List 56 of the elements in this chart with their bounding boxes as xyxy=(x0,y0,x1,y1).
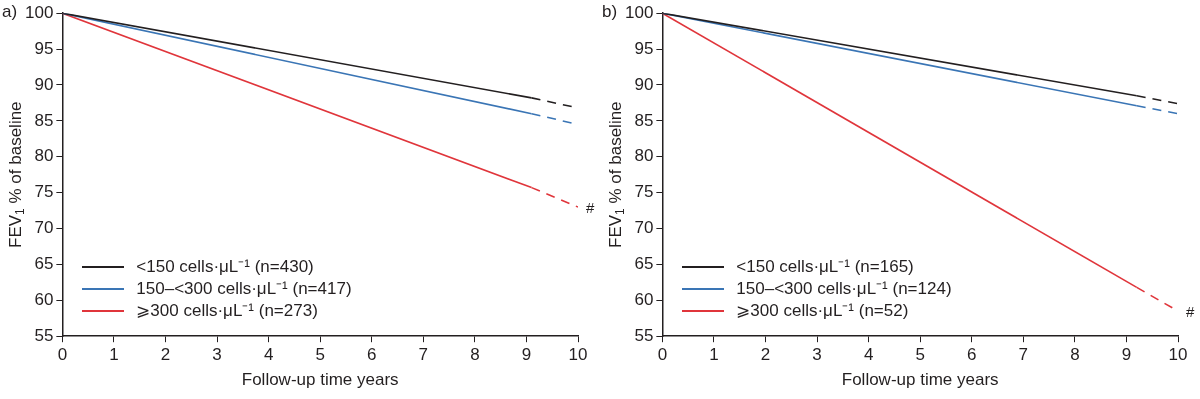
x-tick-label: 6 xyxy=(367,345,377,365)
x-tick-label: 8 xyxy=(470,345,480,365)
y-tick-label: 65 xyxy=(634,254,654,274)
chart-title: b) xyxy=(602,2,618,22)
y-tick-label: 55 xyxy=(634,325,654,345)
y-tick-label: 60 xyxy=(634,290,654,309)
x-tick-label: 7 xyxy=(1018,345,1029,365)
y-axis-title: FEV1 % of baseline xyxy=(605,101,628,248)
x-tick-label: 0 xyxy=(657,345,668,365)
y-axis-title: FEV1 % of baseline xyxy=(5,101,28,248)
y-tick-label: 70 xyxy=(634,218,654,238)
legend-label: <150 cells·μL⁻¹ (n=165) xyxy=(736,256,914,279)
legend-label: ⩾300 cells·μL⁻¹ (n=52) xyxy=(736,300,909,323)
y-tick-label: 90 xyxy=(634,74,654,94)
x-tick-label: 9 xyxy=(1121,345,1132,365)
y-tick-label: 75 xyxy=(634,182,654,202)
x-tick-label: 6 xyxy=(967,345,977,365)
x-tick-label: 3 xyxy=(812,345,822,365)
x-axis-title: Follow-up time years xyxy=(841,370,999,390)
x-tick-label: 9 xyxy=(521,345,532,365)
x-tick-label: 2 xyxy=(760,345,771,365)
legend-label: 150–<300 cells·μL⁻¹ (n=124) xyxy=(736,278,952,301)
chart-title: a) xyxy=(2,2,18,22)
y-tick-label: 80 xyxy=(34,146,54,166)
x-tick-label: 4 xyxy=(863,345,874,365)
y-tick-label: 95 xyxy=(634,38,654,58)
legend-label: 150–<300 cells·μL⁻¹ (n=417) xyxy=(136,278,352,301)
y-tick-label: 60 xyxy=(34,290,54,309)
x-tick-label: 4 xyxy=(263,345,274,365)
annotation: # xyxy=(586,199,595,217)
y-tick-label: 75 xyxy=(34,182,54,202)
x-tick-label: 5 xyxy=(315,345,325,365)
x-tick-label: 1 xyxy=(709,345,719,365)
y-tick-label: 65 xyxy=(34,254,54,274)
x-tick-label: 7 xyxy=(418,345,429,365)
y-tick-label: 90 xyxy=(34,74,54,94)
x-axis-title: Follow-up time years xyxy=(241,370,399,390)
x-tick-label: 10 xyxy=(1168,345,1188,365)
x-tick-label: 0 xyxy=(57,345,68,365)
y-tick-label: 70 xyxy=(34,218,54,238)
y-tick-label: 80 xyxy=(634,146,654,166)
y-tick-label: 95 xyxy=(34,38,54,58)
x-tick-label: 5 xyxy=(915,345,925,365)
y-tick-label: 85 xyxy=(634,110,654,130)
x-tick-label: 8 xyxy=(1070,345,1080,365)
annotation: # xyxy=(1186,303,1195,321)
x-tick-label: 2 xyxy=(160,345,171,365)
x-tick-label: 1 xyxy=(109,345,119,365)
legend-label: ⩾300 cells·μL⁻¹ (n=273) xyxy=(136,300,318,323)
x-tick-label: 3 xyxy=(212,345,222,365)
y-tick-label: 100 xyxy=(24,2,54,22)
y-tick-label: 55 xyxy=(34,325,54,345)
legend-label: <150 cells·μL⁻¹ (n=430) xyxy=(136,256,314,279)
y-tick-label: 85 xyxy=(34,110,54,130)
y-tick-label: 100 xyxy=(624,2,654,22)
x-tick-label: 10 xyxy=(568,345,588,365)
